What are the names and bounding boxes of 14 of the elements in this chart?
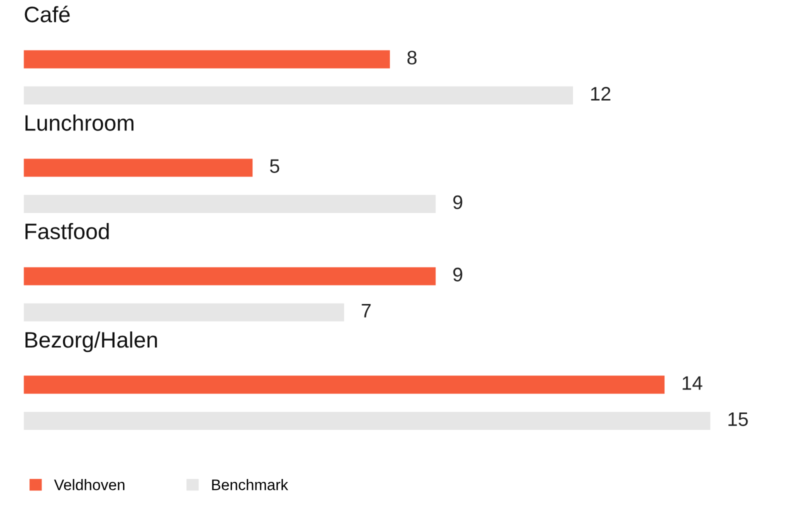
- y-tick-label: Bezorg/Halen: [26, 331, 157, 352]
- legend-label: Benchmark: [212, 479, 288, 490]
- data-label: 9: [453, 195, 462, 210]
- data-label: 12: [591, 86, 610, 100]
- data-label: 8: [407, 50, 417, 65]
- data-label: 9: [453, 268, 462, 282]
- y-tick-label: Fastfood: [26, 222, 109, 240]
- y-tick-label: Lunchroom: [26, 114, 134, 131]
- data-label: 5: [270, 159, 280, 173]
- data-label: 7: [362, 304, 371, 318]
- legend-label: Veldhoven: [54, 479, 124, 490]
- y-tick-label: Café: [24, 6, 70, 22]
- data-label: 15: [728, 412, 748, 426]
- data-label: 14: [682, 376, 702, 390]
